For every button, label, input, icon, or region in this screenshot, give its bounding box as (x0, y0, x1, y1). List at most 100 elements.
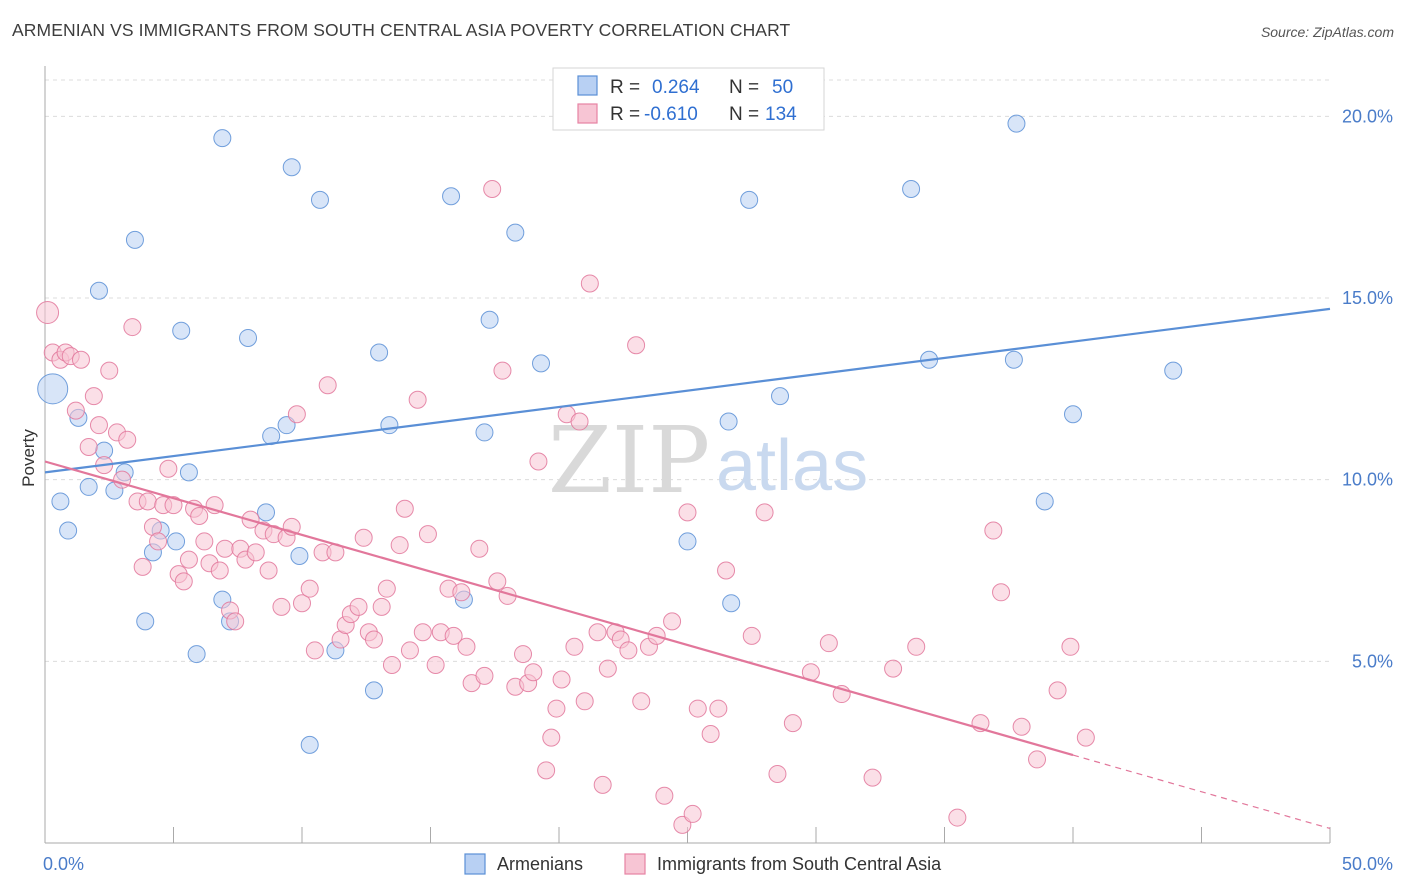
immigrants-point (66, 401, 85, 420)
immigrants-point (400, 641, 419, 660)
immigrants-point (570, 412, 589, 431)
armenians-point (179, 463, 198, 482)
immigrants-point (742, 626, 761, 645)
immigrants-point (542, 728, 561, 747)
y-tick-label: 10.0% (1342, 470, 1393, 490)
immigrants-point (287, 405, 306, 424)
immigrants-point (632, 692, 651, 711)
armenians-point (239, 328, 258, 347)
immigrants-point (174, 572, 193, 591)
immigrants-point (575, 692, 594, 711)
armenians-point (136, 612, 155, 631)
immigrants-point (179, 550, 198, 569)
stats-legend-n-label: N = (729, 104, 759, 125)
armenians-point (300, 735, 319, 754)
armenians-point (290, 546, 309, 565)
immigrants-point (655, 786, 674, 805)
immigrants-point (246, 543, 265, 562)
armenians-point (370, 343, 389, 362)
immigrants-point (195, 532, 214, 551)
armenians-point (1007, 114, 1026, 133)
immigrants-point (100, 361, 119, 380)
immigrants-point (483, 180, 502, 198)
immigrants-point (688, 699, 707, 718)
immigrants-point (755, 503, 774, 522)
immigrants-point (529, 452, 548, 471)
immigrants-point (318, 376, 337, 395)
x-tick-label: 0.0% (43, 854, 84, 874)
y-tick-labels: 5.0% 10.0% 15.0% 20.0% (1342, 106, 1393, 671)
immigrants-point (293, 594, 311, 613)
chart-title: ARMENIAN VS IMMIGRANTS FROM SOUTH CENTRA… (12, 20, 791, 40)
immigrants-point (159, 459, 178, 478)
immigrants-point (305, 641, 324, 660)
y-tick-label: 15.0% (1342, 288, 1393, 308)
immigrants-point (1048, 681, 1067, 700)
immigrants-point (118, 430, 137, 449)
x-tick-labels: 0.0% 50.0% (43, 854, 1393, 874)
immigrants-point (683, 804, 702, 823)
armenians-trend-line (44, 307, 1331, 474)
immigrants-point (1028, 750, 1047, 769)
immigrants-point (190, 507, 209, 525)
immigrants-point (79, 437, 98, 456)
axes (44, 66, 1331, 844)
armenians-point (364, 681, 383, 700)
armenians-point (79, 477, 98, 496)
grid-lines (45, 79, 1330, 662)
armenians-point (532, 354, 551, 373)
immigrants-point (164, 496, 183, 515)
immigrants-point (426, 655, 445, 674)
armenians-point (282, 158, 301, 177)
armenians-point (1064, 405, 1082, 424)
stats-legend-swatch-immigrants (577, 103, 598, 124)
immigrants-point (598, 659, 617, 678)
armenians-point (380, 416, 399, 435)
immigrants-point (444, 626, 463, 645)
immigrants-point (364, 630, 383, 649)
immigrants-point (580, 274, 599, 293)
armenians-point (187, 645, 206, 664)
immigrants-point (701, 725, 720, 743)
immigrants-point (457, 637, 476, 656)
stats-legend-r-value: 0.264 (652, 77, 700, 98)
stats-legend-n-label: N = (729, 77, 759, 98)
immigrants-point (123, 318, 142, 337)
armenians-point (1164, 361, 1183, 380)
armenians-point (1004, 350, 1023, 369)
source-credit[interactable]: Source: ZipAtlas.com (1260, 24, 1394, 40)
armenians-point (1035, 492, 1054, 511)
immigrants-point (593, 775, 612, 794)
stats-legend-r-value: -0.610 (644, 104, 698, 125)
series-legend: Armenians Immigrants from South Central … (464, 853, 942, 875)
immigrants-point (349, 597, 368, 616)
immigrants-point (382, 655, 401, 674)
immigrants-point (863, 768, 882, 787)
series-legend-label[interactable]: Armenians (497, 854, 583, 874)
series-legend-swatch-armenians[interactable] (464, 853, 486, 875)
immigrants-point (210, 561, 229, 580)
armenians-point (442, 187, 461, 206)
stats-legend: R = 0.264 N = 50 R = -0.610 N = 134 (552, 67, 825, 131)
immigrants-point (259, 561, 278, 580)
immigrants-point (783, 714, 802, 733)
immigrants-point (149, 532, 168, 551)
armenians-point (167, 532, 186, 551)
series-legend-swatch-immigrants[interactable] (624, 853, 646, 875)
immigrants-point (272, 597, 291, 616)
armenians-point (37, 373, 69, 405)
armenians-point (480, 310, 499, 329)
armenians-point (125, 230, 144, 249)
series-legend-label[interactable]: Immigrants from South Central Asia (657, 854, 942, 874)
immigrants-point (984, 521, 1003, 540)
immigrants-point (36, 301, 60, 325)
immigrants-point (354, 528, 373, 547)
immigrants-point (390, 536, 409, 555)
immigrants-point (992, 583, 1011, 602)
armenians-point (506, 223, 525, 242)
immigrants-point (300, 579, 319, 598)
immigrants-point (565, 637, 584, 656)
immigrants-point (377, 579, 396, 598)
stats-legend-r-label: R = (610, 104, 640, 125)
